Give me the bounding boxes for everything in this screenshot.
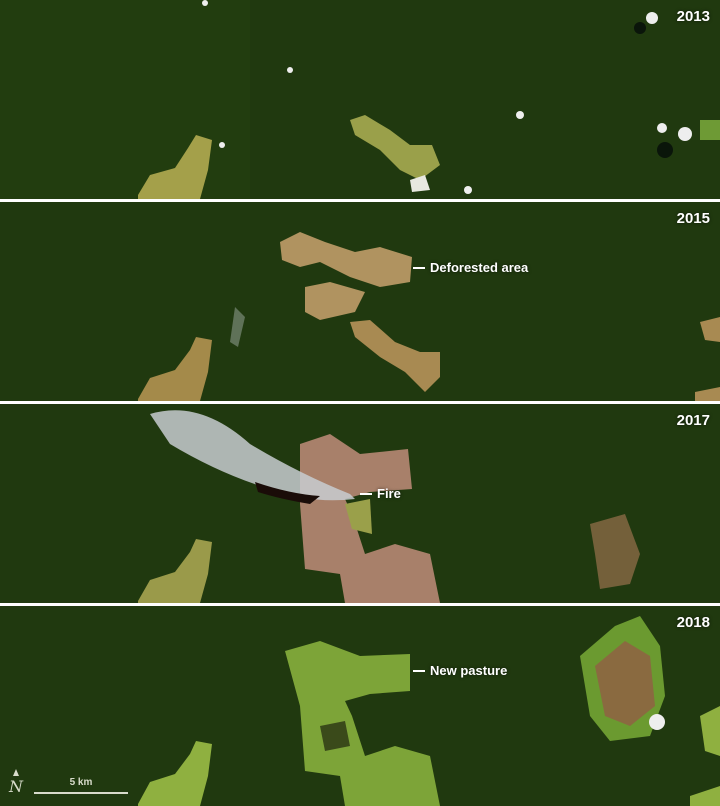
leader-line <box>360 493 372 495</box>
annotation-new-pasture: New pasture <box>413 663 507 679</box>
scale-bar-line <box>34 792 128 794</box>
north-arrow-letter: N <box>9 777 23 796</box>
north-arrow-icon: N <box>8 769 24 796</box>
satellite-image-2013 <box>0 0 720 199</box>
annotation-deforested-area: Deforested area <box>413 260 528 276</box>
image-panel-2013: 2013 <box>0 0 720 199</box>
annotation-fire: Fire <box>360 486 401 502</box>
image-panel-2018: 2018 New pasture N 5 km <box>0 606 720 806</box>
north-arrow-triangle-icon <box>13 769 19 776</box>
leader-line <box>413 267 425 269</box>
year-label: 2018 <box>676 614 710 631</box>
satellite-image-2018 <box>0 606 720 806</box>
leader-line <box>413 670 425 672</box>
satellite-image-2017 <box>0 404 720 603</box>
annotation-text: Fire <box>377 486 401 501</box>
satellite-image-2015 <box>0 202 720 401</box>
image-panel-2017: 2017 Fire <box>0 404 720 603</box>
scale-bar-label: 5 km <box>69 777 93 788</box>
year-label: 2015 <box>676 210 710 227</box>
scale-bar: 5 km <box>34 777 128 794</box>
year-label: 2013 <box>676 8 710 25</box>
annotation-text: New pasture <box>430 663 508 678</box>
year-label: 2017 <box>676 412 710 429</box>
annotation-text: Deforested area <box>430 260 529 275</box>
image-panel-2015: 2015 Deforested area <box>0 202 720 401</box>
